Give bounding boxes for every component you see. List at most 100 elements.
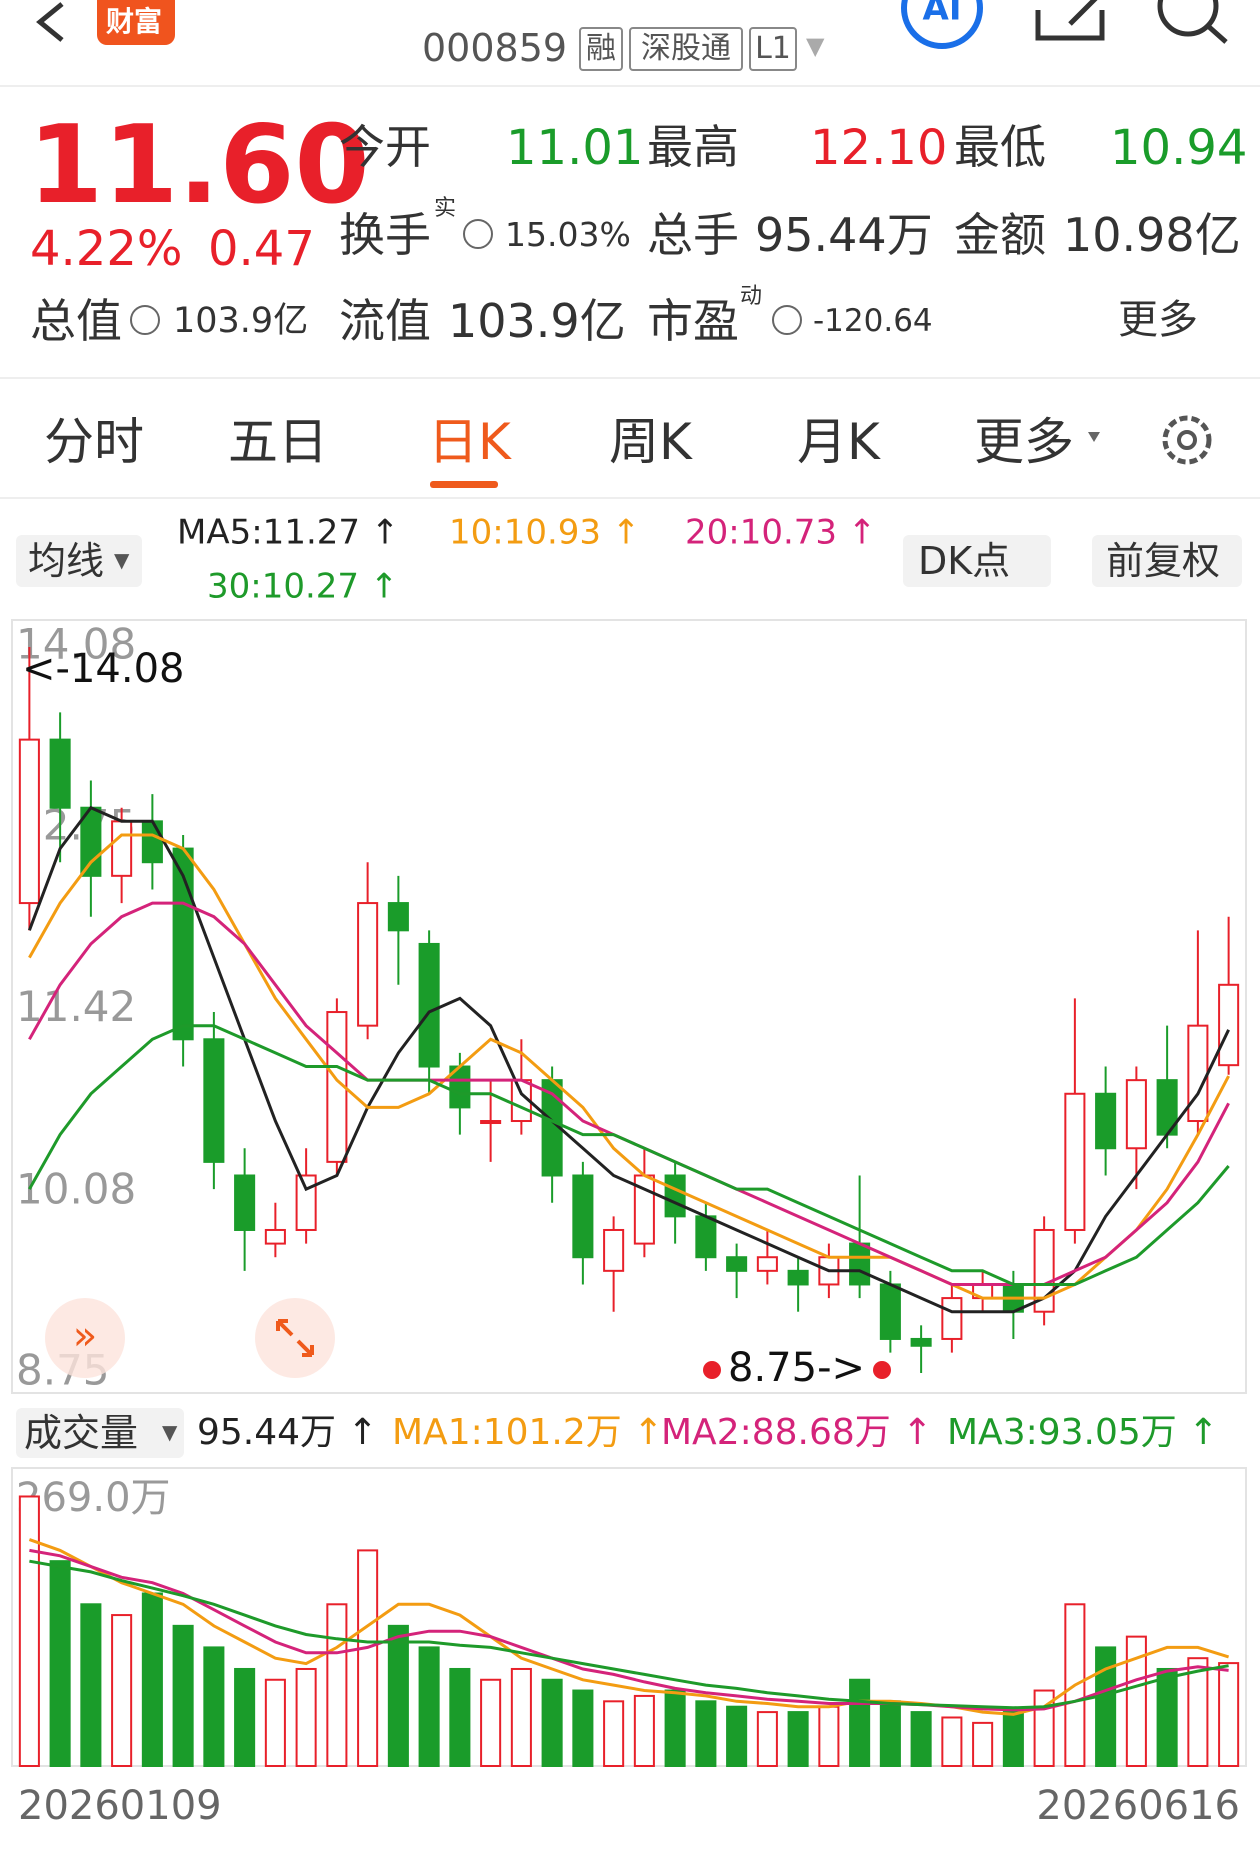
candle-body [1033,1228,1055,1313]
tab[interactable]: 周K [609,413,692,471]
volume-bar [418,1646,440,1767]
ma-line [29,1559,1229,1710]
dropdown-icon [1088,432,1100,442]
tag: 融 [579,27,623,71]
ma-button[interactable] [16,535,142,587]
fullscreen-button[interactable] [255,1298,335,1378]
volume-bar [695,1700,717,1768]
volume-button[interactable] [16,1408,184,1458]
pe: -120.64 [813,303,933,339]
ma-line [27,805,1230,1314]
legend-entry: 20:10.73 ↑ [685,513,876,553]
search-icon[interactable] [1157,0,1219,37]
volume-bar [972,1721,994,1767]
search-icon-handle [1206,24,1228,44]
candle-body [1218,983,1240,1067]
volume-bar [726,1705,748,1767]
adjust-button[interactable] [1092,535,1242,587]
tab[interactable]: 更多 [974,413,1074,471]
volume-bar [264,1678,286,1767]
dropdown-icon[interactable]: ▼ [806,32,825,60]
volume-bar [111,1614,133,1768]
annotation: 8.75-> [728,1345,865,1391]
legend-entry: 30:10.27 ↑ [207,567,398,607]
x-tick-label: 20260109 [18,1783,222,1829]
info-icon[interactable] [772,305,802,335]
dropdown-icon: ▼ [162,1420,178,1444]
ma-line [28,1024,1230,1286]
float-cap: 103.9亿 [448,294,626,348]
label: 流值 [339,294,431,348]
info-icon[interactable] [130,305,160,335]
label: 换手 [339,208,431,262]
dk-button[interactable] [903,535,1051,587]
volume-bar [818,1705,840,1767]
y-tick-label: 269.0万 [16,1475,171,1521]
settings-icon-core [1177,430,1197,450]
annotation-dot [873,1361,891,1379]
candle-body [910,1337,932,1347]
volume-bar [541,1678,563,1767]
info-icon[interactable] [463,219,493,249]
candle-body [480,1120,502,1125]
candle-body [1064,1092,1086,1231]
collapse-button[interactable] [45,1298,125,1378]
volume-bar [1218,1662,1240,1767]
ma-line [28,833,1230,1300]
label: 最低 [954,120,1046,174]
turnover: 15.03% [505,215,631,254]
candle-body [726,1256,748,1272]
back-icon[interactable] [36,2,64,42]
volume-bar [849,1678,871,1767]
ma-label: 均线 [28,539,105,583]
volume-bar [49,1560,71,1767]
settings-icon[interactable] [1162,415,1212,465]
candle-body [418,942,440,1068]
candle-body [18,738,40,905]
adjust-label: 前复权 [1106,539,1221,583]
volume-bar [910,1711,932,1768]
label: 市盈 [647,294,739,348]
more-button[interactable]: 更多 [1118,297,1198,343]
logo [97,0,175,45]
label: 总值 [30,294,122,348]
volume-bar [510,1667,532,1768]
tab[interactable]: 五日 [228,413,328,471]
tag: L1 [749,27,797,71]
tab[interactable]: 月K [797,413,880,471]
candle-body [49,738,71,809]
volume-bar [879,1700,901,1768]
volume-chart: 269.0万 [16,1475,1240,1768]
candle-body [357,902,379,1027]
candle-body [141,820,163,864]
volume-bar [787,1711,809,1768]
volume-bar [203,1646,225,1767]
dropdown-icon: ▼ [114,548,130,572]
label: 总手 [647,208,739,262]
legend-entry: 95.44万 ↑ [197,1412,378,1453]
ai-icon-text: AI [923,0,962,29]
volume-bar [603,1700,625,1768]
y-tick-label: 10.08 [16,1164,136,1213]
volume-bar [941,1716,963,1767]
open: 11.01 [506,120,644,176]
candle-body [756,1256,778,1272]
candle-body [295,1174,317,1231]
volume-bar [664,1689,686,1767]
annotation: <-14.08 [22,646,184,692]
tab-active[interactable]: 日K [428,413,511,471]
legend-entry: MA2:88.68万 ↑ [661,1412,932,1453]
ai-icon[interactable] [901,0,983,49]
volume-bar [633,1694,655,1768]
legend-entry: 10:10.93 ↑ [449,513,640,553]
candle-body [664,1174,686,1218]
y-tick-label: 14.08 [16,620,136,669]
volume-frame [11,1467,1247,1767]
share-icon[interactable] [1035,0,1105,41]
volume-bar [1156,1667,1178,1768]
price-frame [11,619,1247,1394]
volume-bar [1095,1646,1117,1767]
tab[interactable]: 分时 [44,413,144,471]
